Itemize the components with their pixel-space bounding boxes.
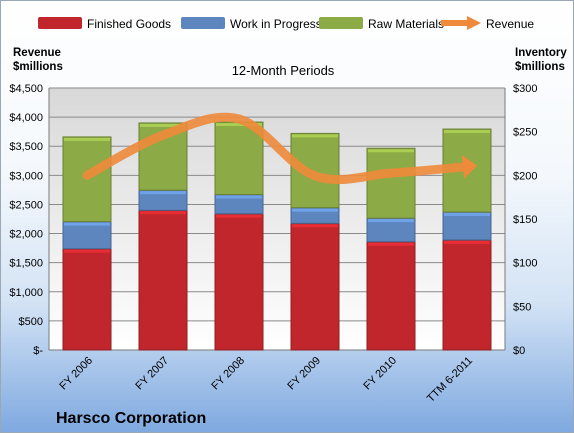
left-tick-label: $3,500 [9, 141, 43, 153]
legend-item-finished-goods: Finished Goods [38, 17, 171, 31]
bar-highlight-finished-goods [140, 211, 186, 215]
bar-segment-raw-materials [366, 147, 416, 219]
revenue-line-arrowhead [461, 154, 477, 179]
bar-segment-finished-goods [366, 241, 416, 351]
bar-highlight-finished-goods [368, 242, 414, 246]
legend-label-revenue: Revenue [486, 17, 534, 31]
company-name: Harsco Corporation [56, 410, 206, 427]
bar-segment-raw-materials [214, 121, 264, 196]
category-ticks: FY 2006 FY 2007 FY 2008 FY 2009 FY 2010 TTM 6… [57, 355, 475, 405]
bar-highlight-work-in-progress [368, 219, 414, 223]
right-tick-label: $250 [513, 127, 537, 139]
category-label: FY 2006 [57, 355, 95, 393]
bar-highlight-finished-goods [64, 249, 110, 253]
left-tick-label: $2,000 [9, 229, 43, 241]
left-tick-label: $1,500 [9, 258, 43, 270]
plot-area [49, 88, 505, 350]
bar-highlight-raw-materials [368, 149, 414, 153]
category-label: FY 2010 [361, 355, 399, 393]
left-axis-title-line2: $millions [13, 61, 63, 73]
left-axis-ticks: $- $500 $1,000 $1,500 $2,000 $2,500 $3,000 $3,5… [9, 83, 43, 357]
bar-highlight-raw-materials [444, 130, 490, 134]
bars [62, 121, 492, 351]
gridlines [48, 87, 506, 351]
left-axis-title-line1: Revenue [13, 47, 61, 59]
right-axis-title-line2: $millions [515, 61, 565, 73]
bar-highlight-work-in-progress [216, 195, 262, 199]
category-label: FY 2008 [209, 355, 247, 393]
left-tick-label: $500 [19, 316, 43, 328]
category-label: TTM 6-2011 [425, 355, 475, 405]
legend-swatch-work-in-progress [181, 17, 225, 29]
bar-highlight-raw-materials [216, 123, 262, 127]
left-tick-label: $2,500 [9, 199, 43, 211]
chart-subtitle: 12-Month Periods [232, 63, 335, 78]
legend-label-finished-goods: Finished Goods [87, 17, 171, 31]
left-tick-label: $1,000 [9, 287, 43, 299]
right-tick-label: $50 [513, 301, 531, 313]
bar-segment-finished-goods [138, 209, 188, 351]
legend-arrow-revenue [467, 16, 481, 30]
bar-highlight-work-in-progress [64, 222, 110, 226]
legend: Finished Goods Work in Progress Raw Mate… [38, 16, 534, 31]
legend-swatch-finished-goods [38, 17, 82, 29]
left-tick-label: $3,000 [9, 170, 43, 182]
legend-item-work-in-progress: Work in Progress [181, 17, 322, 31]
right-axis-ticks: $0 $50 $100 $150 $200 $250 $300 [513, 83, 537, 357]
bar-segment-finished-goods [290, 222, 340, 351]
left-tick-label: $- [33, 345, 43, 357]
bar-highlight-raw-materials [64, 137, 110, 141]
bar-highlight-raw-materials [292, 134, 338, 138]
bar-highlight-finished-goods [292, 224, 338, 228]
bar-segment-finished-goods [214, 213, 264, 351]
bar-segment-work-in-progress [62, 221, 112, 250]
right-tick-label: $300 [513, 83, 537, 95]
right-tick-label: $200 [513, 170, 537, 182]
right-axis-title-line1: Inventory [515, 47, 567, 59]
right-tick-label: $150 [513, 214, 537, 226]
left-tick-label: $4,500 [9, 83, 43, 95]
bar-highlight-finished-goods [444, 240, 490, 244]
revenue-line-path [82, 112, 472, 185]
left-tick-label: $4,000 [9, 112, 43, 124]
bar-segment-finished-goods [62, 248, 112, 351]
category-label: FY 2009 [285, 355, 323, 393]
bar-highlight-work-in-progress [292, 208, 338, 212]
category-label: FY 2007 [133, 355, 171, 393]
legend-item-revenue: Revenue [441, 16, 534, 31]
bar-highlight-finished-goods [216, 214, 262, 218]
bar-highlight-work-in-progress [140, 191, 186, 195]
bar-segment-work-in-progress [442, 211, 492, 241]
legend-item-raw-materials: Raw Materials [319, 17, 444, 31]
legend-label-raw-materials: Raw Materials [368, 17, 444, 31]
revenue-line [82, 112, 477, 185]
bar-highlight-raw-materials [140, 123, 186, 127]
bar-highlight-work-in-progress [444, 213, 490, 217]
right-tick-label: $100 [513, 258, 537, 270]
legend-swatch-raw-materials [319, 17, 363, 29]
legend-label-work-in-progress: Work in Progress [230, 17, 322, 31]
bar-segment-finished-goods [442, 239, 492, 351]
right-tick-label: $0 [513, 345, 525, 357]
